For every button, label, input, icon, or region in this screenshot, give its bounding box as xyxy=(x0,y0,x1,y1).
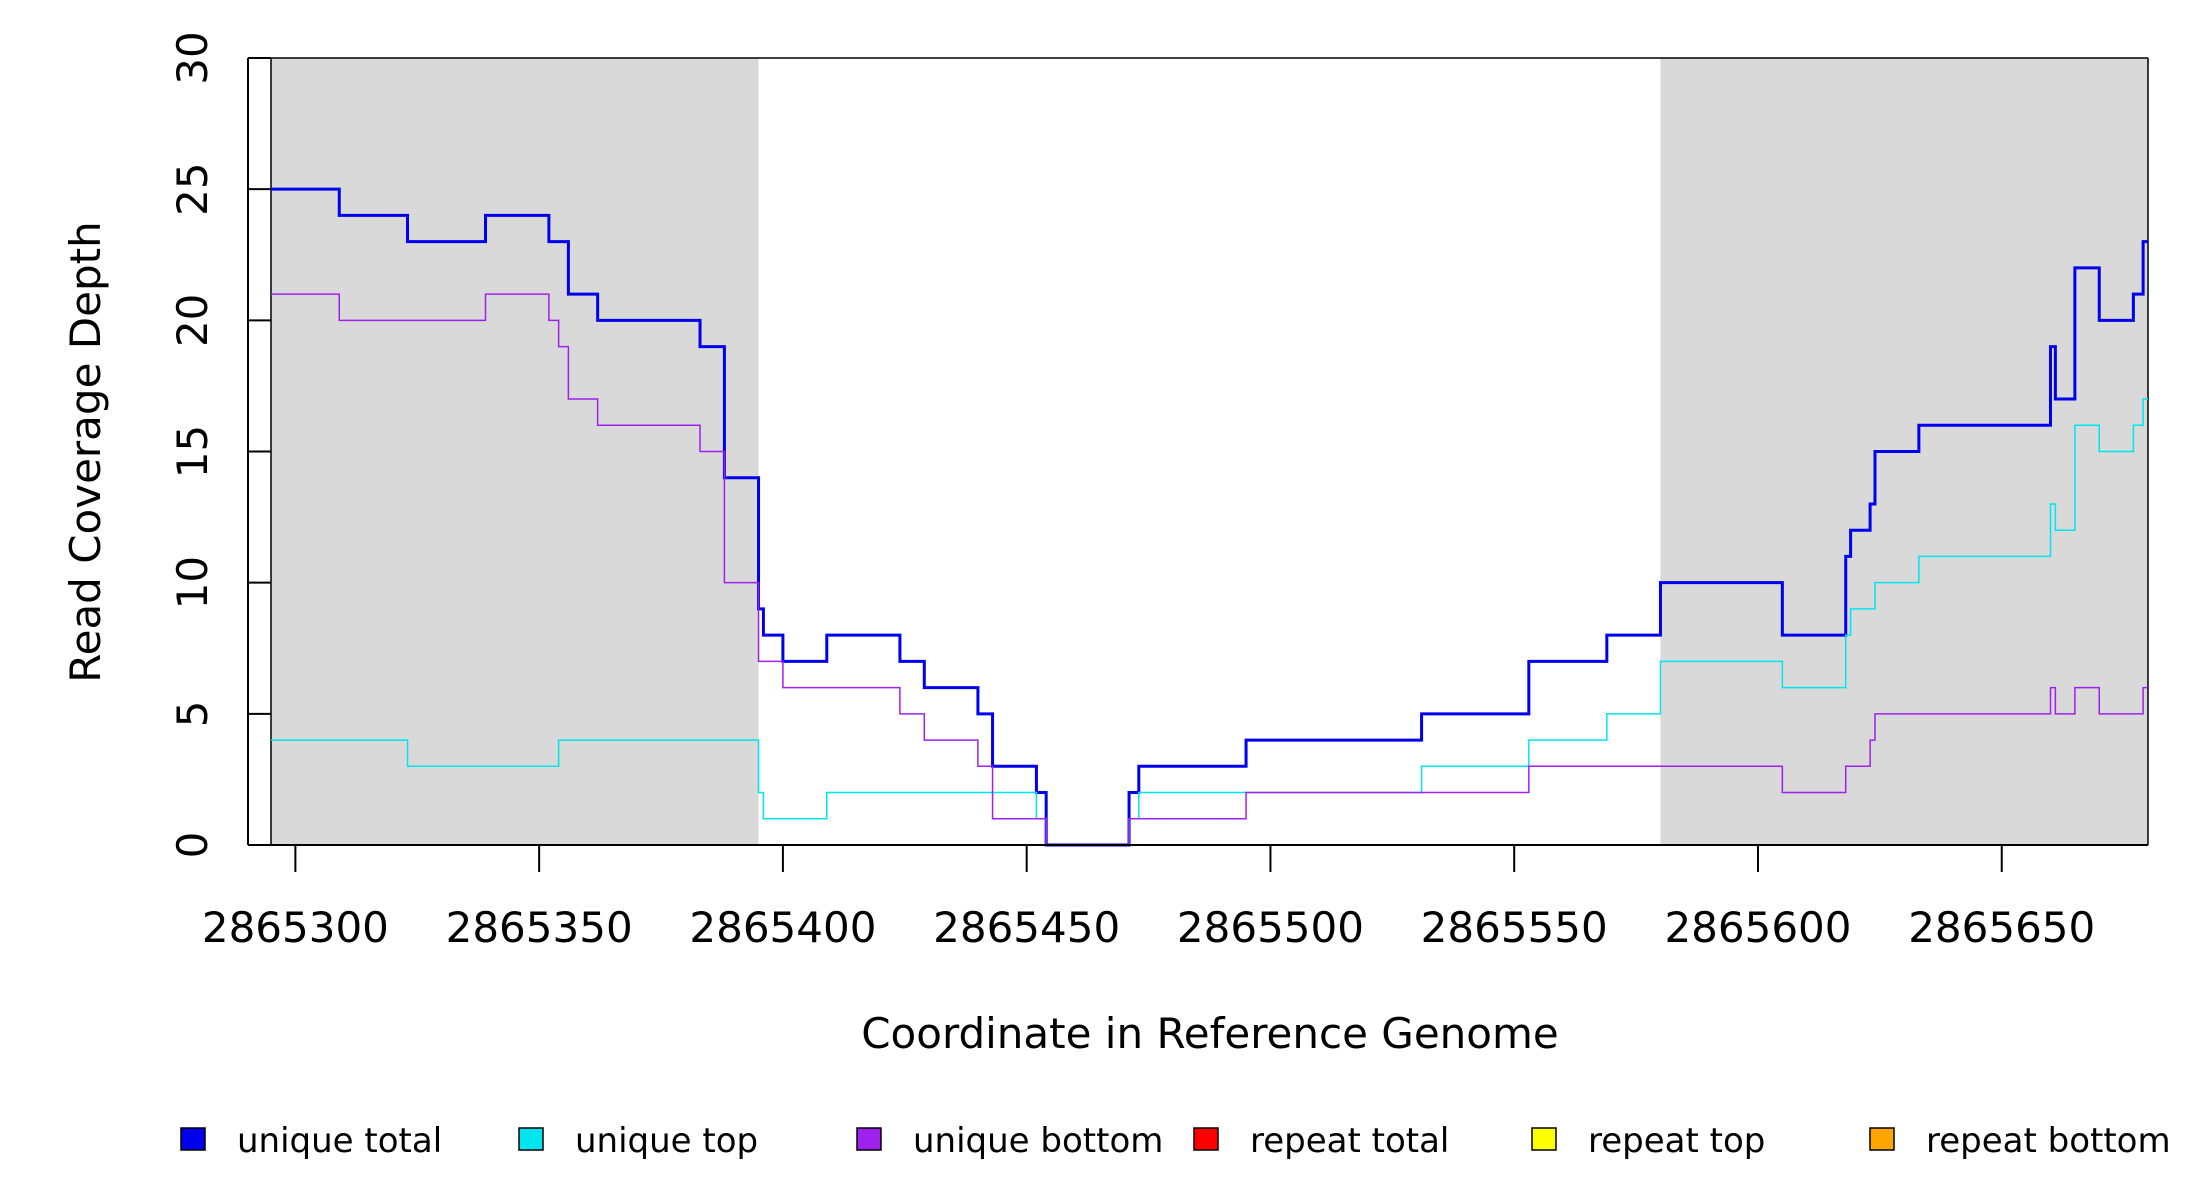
y-tick-label: 0 xyxy=(168,832,217,859)
legend: unique total unique top unique bottom repea… xyxy=(180,1121,2171,1161)
legend-swatch xyxy=(1869,1127,1895,1151)
y-axis-label: Read Coverage Depth xyxy=(61,221,110,682)
series-line-unique-top xyxy=(271,398,2148,846)
x-tick-label: 2865500 xyxy=(1177,903,1364,952)
x-axis-label: Coordinate in Reference Genome xyxy=(861,1009,1559,1058)
y-tick-label: 5 xyxy=(168,700,217,727)
legend-label: unique total xyxy=(237,1121,442,1161)
legend-label: unique bottom xyxy=(913,1121,1163,1161)
y-tick-label: 25 xyxy=(168,162,217,215)
legend-label: repeat top xyxy=(1588,1121,1765,1161)
x-tick-label: 2865600 xyxy=(1664,903,1851,952)
legend-swatch xyxy=(1531,1127,1557,1151)
x-tick-label: 2865300 xyxy=(202,903,389,952)
x-tick-label: 2865350 xyxy=(446,903,633,952)
legend-swatch xyxy=(1193,1127,1219,1151)
y-tick-label: 15 xyxy=(168,425,217,478)
legend-label: repeat bottom xyxy=(1926,1121,2171,1161)
shaded-regions xyxy=(271,58,2148,845)
x-tick-label: 2865550 xyxy=(1421,903,1608,952)
legend-label: repeat total xyxy=(1250,1121,1449,1161)
legend-swatch xyxy=(180,1127,206,1151)
y-tick-label: 20 xyxy=(168,294,217,347)
shaded-region xyxy=(271,58,759,845)
x-tick-label: 2865400 xyxy=(689,903,876,952)
axes: 0 5 10 15 20 25 30 2865300 2865350 2865400 2865450… xyxy=(168,31,2148,952)
y-tick-label: 30 xyxy=(168,31,217,84)
legend-label: unique top xyxy=(575,1121,758,1161)
x-tick-label: 2865650 xyxy=(1908,903,2095,952)
legend-swatch xyxy=(518,1127,544,1151)
y-tick-label: 10 xyxy=(168,556,217,609)
legend-swatch xyxy=(856,1127,882,1151)
x-tick-label: 2865450 xyxy=(933,903,1120,952)
series-line-unique-bottom xyxy=(271,293,2148,846)
